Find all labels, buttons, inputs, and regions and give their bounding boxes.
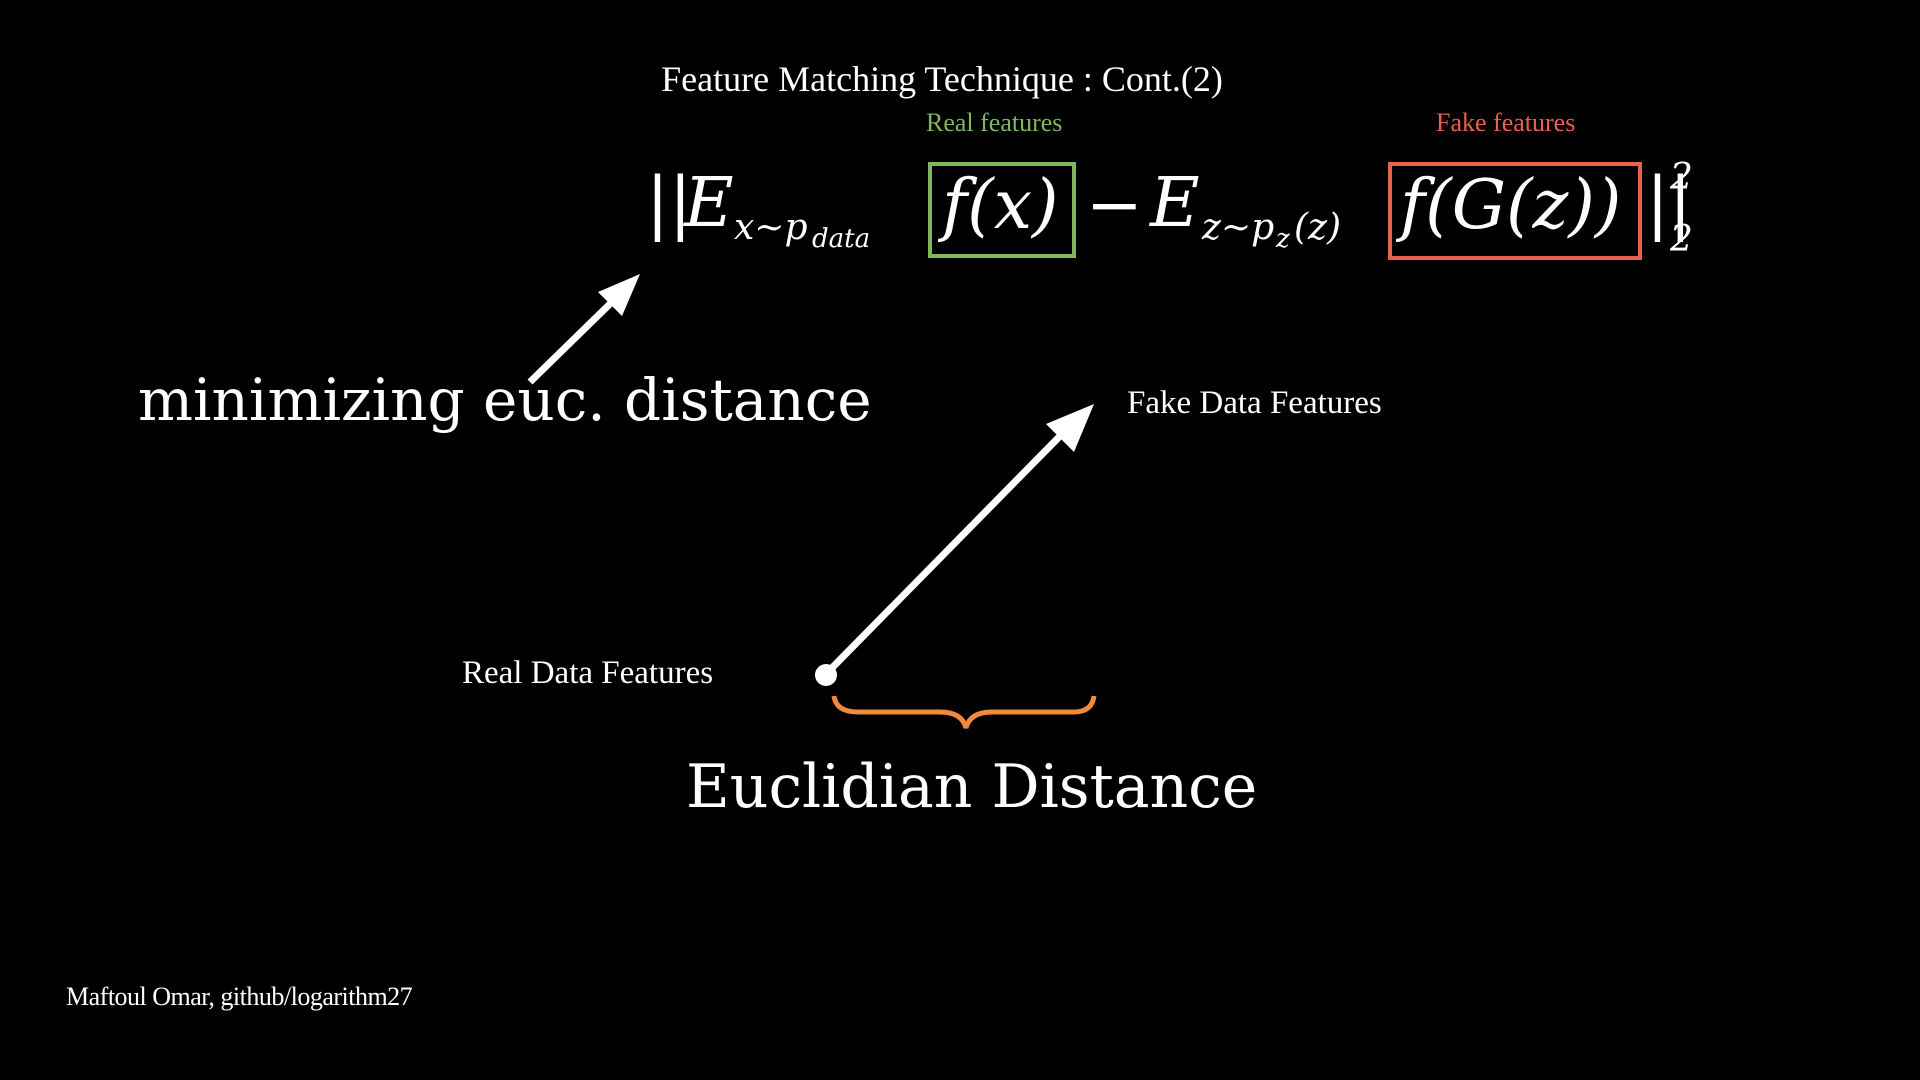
euclidian-distance-label: Euclidian Distance (686, 752, 1258, 822)
fake-features-box (1388, 162, 1642, 260)
fake-feature-term: f(G(z)) (1400, 166, 1622, 245)
norm-subscript: 2 (1670, 219, 1693, 260)
slide-title: Feature Matching Technique : Cont.(2) (661, 59, 1223, 99)
real-data-features-label: Real Data Features (462, 655, 714, 691)
fake-data-features-label: Fake Data Features (1127, 385, 1382, 421)
minimizing-label: minimizing euc. distance (138, 366, 872, 434)
minimizing-arrow (527, 274, 640, 385)
expectation-fake: E (1150, 164, 1200, 243)
norm-superscript: 2 (1670, 157, 1693, 198)
feature-distance-arrow (823, 404, 1094, 677)
fake-features-label: Fake features (1436, 108, 1576, 137)
expectation-fake-subsubscript: z (1276, 224, 1290, 254)
expectation-real: E (684, 164, 734, 243)
norm-open: || (646, 164, 692, 243)
author-credit: Maftoul Omar, github/logarithm27 (66, 982, 413, 1011)
norm-close: || (1646, 164, 1692, 243)
real-features-label: Real features (926, 108, 1063, 137)
minus-sign: − (1086, 166, 1143, 245)
distance-brace (831, 695, 1097, 729)
expectation-real-subsubscript: data (812, 224, 871, 254)
real-data-point (815, 664, 837, 686)
expectation-real-subscript: x∼p (734, 207, 808, 248)
real-feature-term: f(x) (942, 166, 1059, 245)
real-features-box (928, 162, 1076, 258)
expectation-fake-paren: (z) (1294, 207, 1342, 248)
expectation-fake-subscript: z∼p (1202, 207, 1275, 248)
